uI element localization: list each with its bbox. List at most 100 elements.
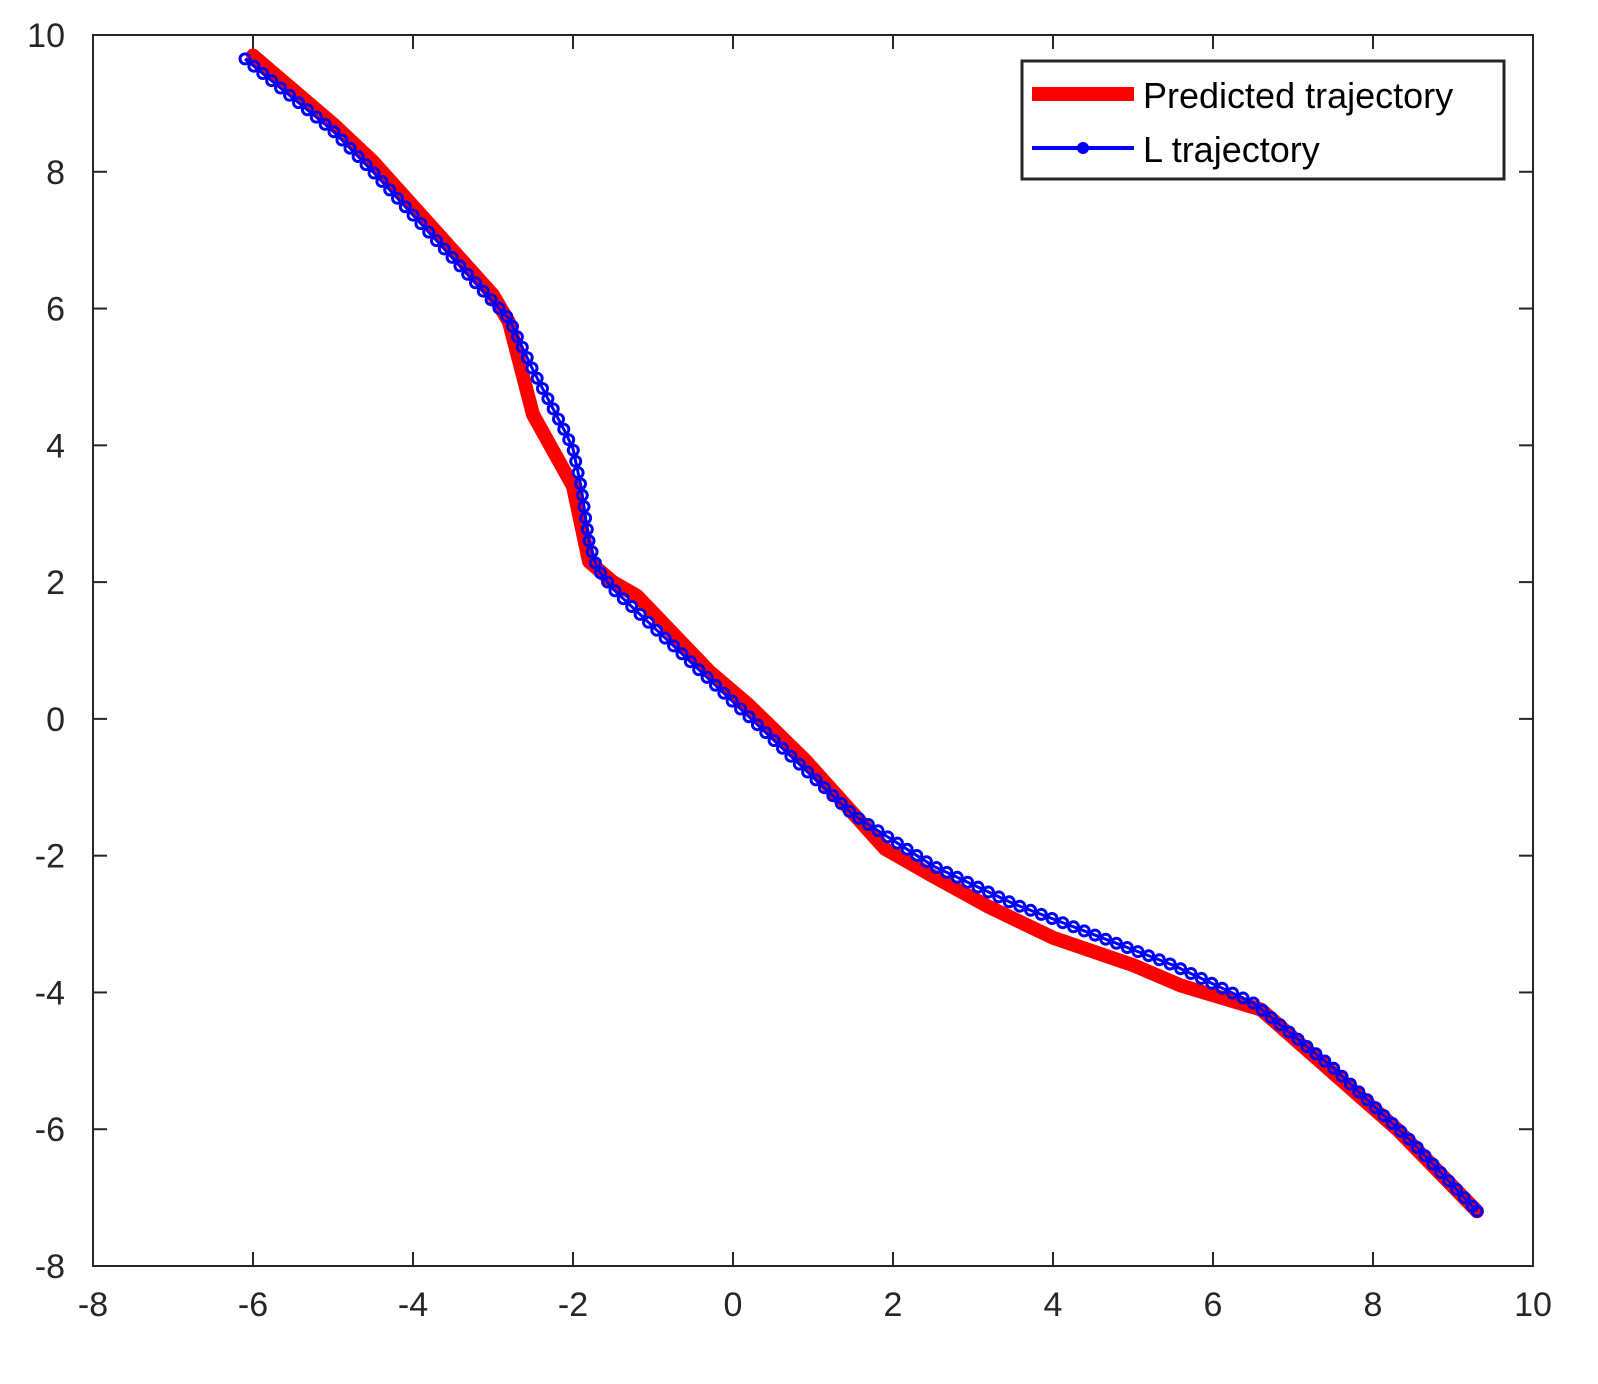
data-point-l-trajectory — [566, 443, 580, 457]
x-tick-label: 6 — [1204, 1286, 1223, 1324]
data-point-l-trajectory — [1024, 903, 1038, 917]
data-point-l-trajectory — [784, 749, 798, 763]
data-point-l-trajectory — [569, 454, 583, 468]
data-point-l-trajectory — [601, 575, 615, 589]
data-point-l-trajectory — [1442, 1174, 1456, 1188]
data-point-l-trajectory — [575, 488, 589, 502]
data-point-l-trajectory — [871, 824, 885, 838]
data-point-l-trajectory — [801, 765, 815, 779]
data-point-l-trajectory — [577, 500, 591, 514]
data-point-l-trajectory — [1377, 1109, 1391, 1123]
data-point-l-trajectory — [1410, 1140, 1424, 1154]
data-point-l-trajectory — [574, 477, 587, 491]
x-tick-label: -2 — [558, 1286, 588, 1324]
data-point-l-trajectory — [1255, 1003, 1269, 1017]
data-point-l-trajectory — [1385, 1116, 1399, 1130]
data-point-l-trajectory — [238, 52, 252, 66]
data-point-l-trajectory — [274, 81, 288, 95]
data-point-l-trajectory — [546, 402, 560, 416]
data-point-l-trajectory — [375, 174, 389, 188]
data-point-l-trajectory — [476, 284, 490, 298]
data-point-l-trajectory — [1273, 1018, 1287, 1032]
data-point-l-trajectory — [461, 267, 475, 281]
plot-background — [93, 35, 1533, 1266]
data-point-l-trajectory — [658, 631, 672, 645]
data-point-l-trajectory — [594, 566, 607, 580]
data-point-l-trajectory — [579, 511, 593, 525]
data-point-l-trajectory — [1327, 1061, 1341, 1075]
data-point-l-trajectory — [398, 200, 412, 214]
data-point-l-trajectory — [1077, 924, 1091, 938]
data-point-l-trajectory — [961, 875, 975, 889]
data-point-l-trajectory — [1291, 1032, 1305, 1046]
data-point-l-trajectory — [919, 855, 933, 869]
legend: Predicted trajectory L trajectory — [1020, 59, 1506, 181]
data-point-l-trajectory — [541, 392, 555, 406]
data-point-l-trajectory — [809, 773, 823, 787]
data-point-l-trajectory — [283, 88, 297, 102]
axis-tick-labels: -8 -6 -4 -2 0 2 4 6 8 10 -8 -6 -4 -2 0 2 4 6 8 10 — [27, 17, 1552, 1324]
data-point-l-trajectory — [580, 522, 594, 536]
data-point-l-trajectory — [642, 615, 655, 629]
data-point-l-trajectory — [300, 103, 314, 117]
data-point-l-trajectory — [292, 96, 305, 110]
data-point-l-trajectory — [525, 361, 539, 375]
data-point-l-trajectory — [1352, 1085, 1366, 1099]
data-point-l-trajectory — [667, 639, 681, 653]
data-point-l-trajectory — [247, 59, 261, 73]
y-tick-label: 6 — [46, 291, 65, 329]
data-point-l-trajectory — [950, 870, 964, 884]
y-tick-label: -2 — [35, 838, 65, 876]
data-point-l-trajectory — [776, 741, 789, 755]
data-point-l-trajectory — [861, 818, 875, 831]
data-point-l-trajectory — [608, 584, 622, 598]
y-tick-label: 2 — [46, 564, 65, 602]
data-point-l-trajectory — [1099, 932, 1113, 946]
data-point-l-trajectory — [725, 694, 739, 708]
y-tick-label: -6 — [35, 1111, 65, 1149]
l-trajectory-markers — [238, 52, 1484, 1218]
data-point-l-trajectory — [367, 166, 381, 180]
data-point-l-trajectory — [469, 276, 482, 290]
data-point-l-trajectory — [1246, 996, 1260, 1010]
legend-label-l: L trajectory — [1143, 129, 1320, 170]
data-point-l-trajectory — [843, 804, 856, 818]
y-tick-label: -4 — [35, 974, 65, 1012]
data-point-l-trajectory — [1194, 971, 1208, 985]
data-point-l-trajectory — [910, 849, 924, 862]
data-point-l-trajectory — [585, 545, 599, 559]
x-tick-label: 10 — [1514, 1286, 1552, 1324]
data-point-l-trajectory — [1215, 981, 1229, 995]
data-point-l-trajectory — [881, 830, 895, 844]
data-point-l-trajectory — [1360, 1093, 1374, 1107]
data-point-l-trajectory — [453, 259, 467, 273]
plot-frame — [92, 34, 1534, 1267]
y-tick-label: 4 — [46, 427, 65, 465]
data-point-l-trajectory — [981, 885, 995, 899]
data-point-l-trajectory — [1067, 920, 1080, 934]
series-line-l-trajectory — [244, 57, 1479, 1213]
data-point-l-trajectory — [767, 734, 781, 747]
data-point-l-trajectory — [343, 141, 357, 155]
y-tick-label: 0 — [46, 701, 65, 739]
data-point-l-trajectory — [1343, 1077, 1357, 1091]
data-point-l-trajectory — [562, 433, 576, 447]
data-point-l-trajectory — [1205, 976, 1219, 990]
data-point-l-trajectory — [890, 836, 904, 850]
data-point-l-trajectory — [1309, 1047, 1323, 1061]
data-point-l-trajectory — [992, 890, 1006, 904]
data-point-l-trajectory — [852, 811, 866, 825]
series-layer — [238, 48, 1484, 1219]
data-point-l-trajectory — [834, 797, 848, 810]
x-tick-label: -4 — [398, 1286, 428, 1324]
data-point-l-trajectory — [359, 158, 373, 172]
legend-marker-l — [1077, 142, 1089, 154]
data-point-l-trajectory — [520, 351, 534, 365]
data-point-l-trajectory — [750, 718, 764, 732]
data-point-l-trajectory — [422, 225, 436, 239]
data-point-l-trajectory — [633, 607, 647, 621]
x-tick-label: 2 — [884, 1286, 903, 1324]
data-point-l-trajectory — [900, 842, 914, 856]
data-point-l-trajectory — [1402, 1132, 1416, 1146]
